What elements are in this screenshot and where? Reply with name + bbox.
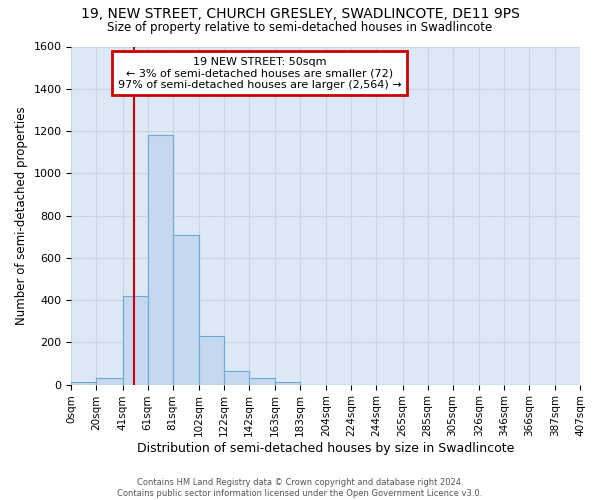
Bar bbox=[122, 296, 148, 384]
Bar bbox=[173, 234, 199, 384]
Text: 19 NEW STREET: 50sqm
← 3% of semi-detached houses are smaller (72)
97% of semi-d: 19 NEW STREET: 50sqm ← 3% of semi-detach… bbox=[118, 56, 401, 90]
Bar bbox=[199, 336, 224, 384]
Text: Size of property relative to semi-detached houses in Swadlincote: Size of property relative to semi-detach… bbox=[107, 21, 493, 34]
Y-axis label: Number of semi-detached properties: Number of semi-detached properties bbox=[15, 106, 28, 325]
Bar bbox=[224, 371, 249, 384]
Text: 19, NEW STREET, CHURCH GRESLEY, SWADLINCOTE, DE11 9PS: 19, NEW STREET, CHURCH GRESLEY, SWADLINC… bbox=[80, 8, 520, 22]
Bar bbox=[275, 382, 300, 384]
X-axis label: Distribution of semi-detached houses by size in Swadlincote: Distribution of semi-detached houses by … bbox=[137, 442, 514, 455]
Bar bbox=[148, 136, 173, 384]
Text: Contains HM Land Registry data © Crown copyright and database right 2024.
Contai: Contains HM Land Registry data © Crown c… bbox=[118, 478, 482, 498]
Bar bbox=[249, 378, 275, 384]
Bar bbox=[97, 378, 122, 384]
Bar bbox=[71, 382, 97, 384]
